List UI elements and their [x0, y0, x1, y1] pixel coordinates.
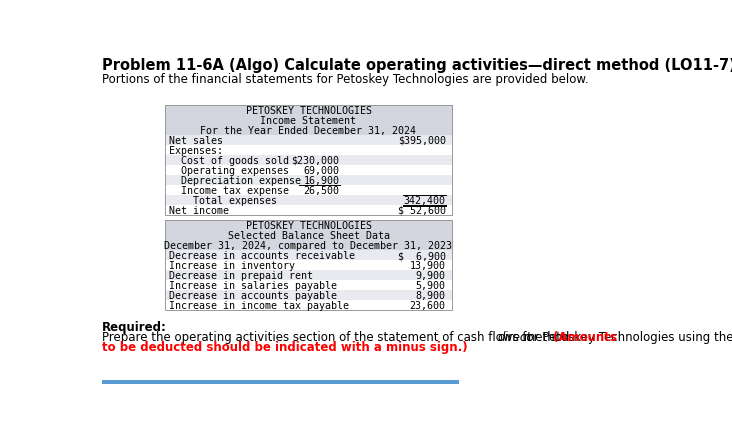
Bar	[165, 205, 452, 215]
Text: Decrease in accounts receivable: Decrease in accounts receivable	[169, 251, 355, 261]
Text: 342,400: 342,400	[403, 195, 446, 205]
Text: Required:: Required:	[102, 320, 167, 333]
Bar	[165, 195, 452, 205]
Text: Increase in salaries payable: Increase in salaries payable	[169, 281, 337, 291]
Text: Cost of goods sold: Cost of goods sold	[169, 155, 289, 166]
Text: Income tax expense: Income tax expense	[169, 185, 289, 195]
Text: (Amounts: (Amounts	[553, 331, 617, 344]
Text: $ 52,600: $ 52,600	[397, 205, 446, 215]
Text: method.: method.	[520, 331, 577, 344]
Text: 9,900: 9,900	[416, 271, 446, 281]
Text: to be deducted should be indicated with a minus sign.): to be deducted should be indicated with …	[102, 341, 468, 353]
Bar	[165, 301, 452, 311]
Text: 69,000: 69,000	[304, 166, 340, 176]
Bar	[165, 176, 452, 185]
Text: Net sales: Net sales	[169, 135, 223, 145]
Text: Income Statement: Income Statement	[261, 116, 356, 126]
Text: Increase in inventory: Increase in inventory	[169, 261, 295, 271]
Bar	[165, 106, 452, 135]
Bar	[165, 135, 452, 145]
Text: 23,600: 23,600	[410, 301, 446, 311]
Text: 16,900: 16,900	[304, 176, 340, 185]
Text: direct: direct	[498, 331, 531, 344]
Text: 8,900: 8,900	[416, 291, 446, 301]
Bar	[165, 261, 452, 271]
Text: Net income: Net income	[169, 205, 229, 215]
Bar	[165, 291, 452, 301]
Text: PETOSKEY TECHNOLOGIES: PETOSKEY TECHNOLOGIES	[245, 106, 372, 116]
Bar	[165, 185, 452, 195]
Text: Depreciation expense: Depreciation expense	[169, 176, 301, 185]
Text: Total expenses: Total expenses	[169, 195, 277, 205]
Bar	[165, 145, 452, 155]
Text: 5,900: 5,900	[416, 281, 446, 291]
Text: $  6,900: $ 6,900	[397, 251, 446, 261]
Bar	[165, 281, 452, 291]
Text: For the Year Ended December 31, 2024: For the Year Ended December 31, 2024	[201, 126, 417, 135]
Text: Decrease in accounts payable: Decrease in accounts payable	[169, 291, 337, 301]
Text: December 31, 2024, compared to December 31, 2023: December 31, 2024, compared to December …	[165, 241, 452, 251]
Bar	[165, 155, 452, 166]
Text: 13,900: 13,900	[410, 261, 446, 271]
Text: $230,000: $230,000	[291, 155, 340, 166]
Text: 26,500: 26,500	[304, 185, 340, 195]
Text: $395,000: $395,000	[397, 135, 446, 145]
Text: Operating expenses: Operating expenses	[169, 166, 289, 176]
Bar	[165, 251, 452, 261]
Text: Increase in income tax payable: Increase in income tax payable	[169, 301, 349, 311]
Text: PETOSKEY TECHNOLOGIES: PETOSKEY TECHNOLOGIES	[245, 221, 372, 231]
Text: Expenses:: Expenses:	[169, 145, 223, 155]
Bar	[165, 106, 452, 215]
Bar	[165, 271, 452, 281]
Text: Portions of the financial statements for Petoskey Technologies are provided belo: Portions of the financial statements for…	[102, 73, 589, 86]
Text: Selected Balance Sheet Data: Selected Balance Sheet Data	[228, 231, 389, 241]
Bar	[165, 166, 452, 176]
Text: Decrease in prepaid rent: Decrease in prepaid rent	[169, 271, 313, 281]
Bar	[165, 221, 452, 251]
Bar	[165, 221, 452, 311]
Text: Problem 11-6A (Algo) Calculate operating activities—direct method (LO11-7): Problem 11-6A (Algo) Calculate operating…	[102, 58, 732, 73]
Bar	[102, 381, 459, 384]
Text: Prepare the operating activities section of the statement of cash flows for Peto: Prepare the operating activities section…	[102, 331, 732, 344]
